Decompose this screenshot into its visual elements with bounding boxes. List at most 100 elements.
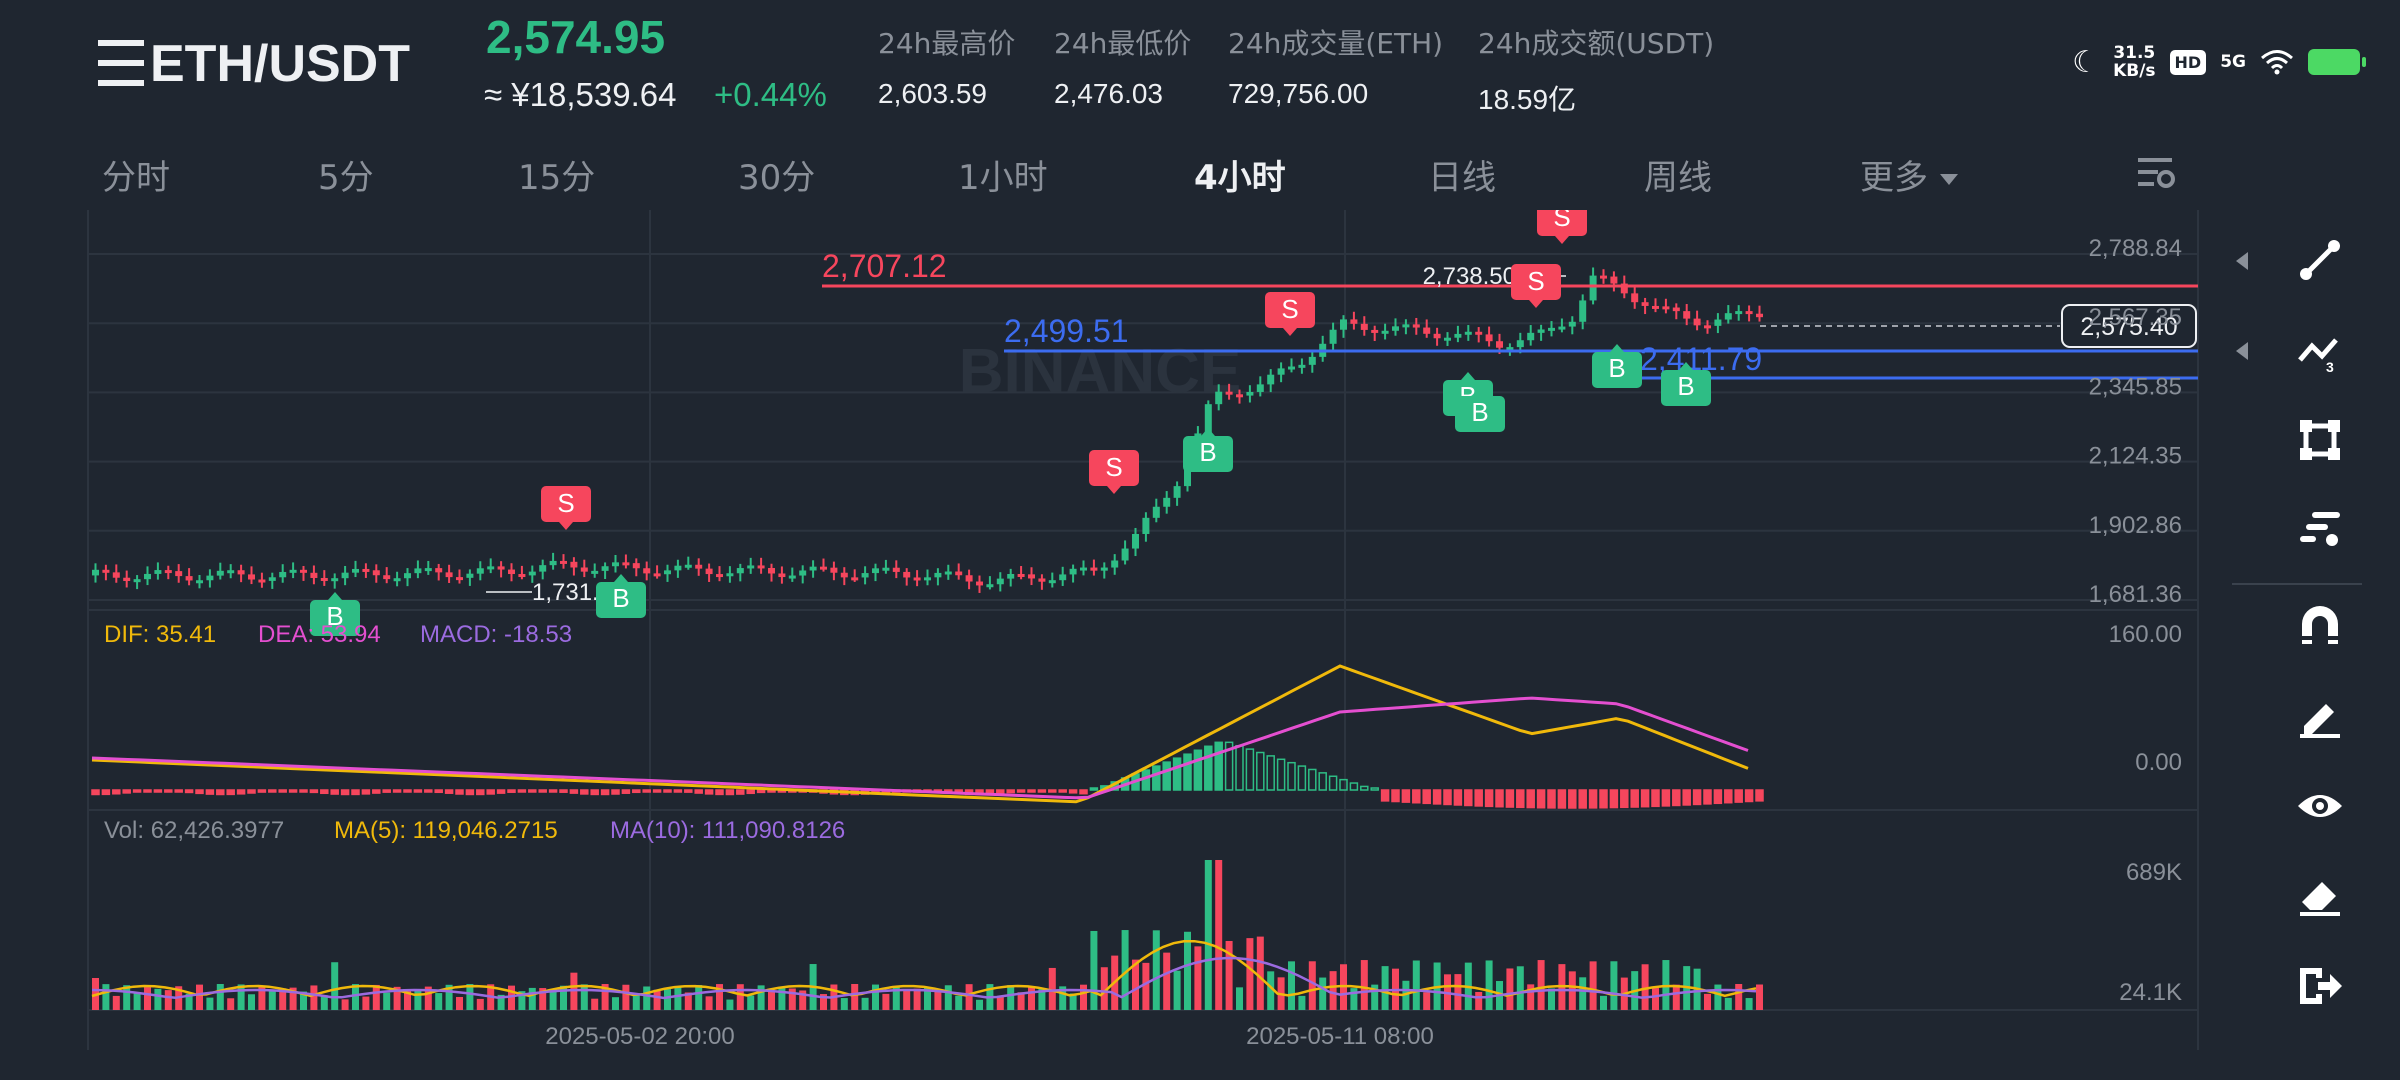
tab-30m[interactable]: 30分 xyxy=(738,158,816,198)
volume-bar xyxy=(872,984,879,1010)
candle-body xyxy=(1496,341,1503,348)
macd-histogram-bar xyxy=(1328,775,1338,791)
macd-histogram-bar xyxy=(268,789,277,793)
candle-body xyxy=(809,566,817,571)
menu-icon[interactable] xyxy=(98,40,144,87)
macd-histogram-bar xyxy=(1048,789,1057,793)
chart-canvas[interactable]: BINANCE 2,707.122,499.512,411.792,575.40… xyxy=(0,200,2200,1080)
buy-signal-marker xyxy=(1661,362,1711,406)
macd-histogram-bar xyxy=(1037,789,1047,793)
candle-body xyxy=(1028,574,1035,579)
volume-bar xyxy=(1173,970,1181,1010)
candle-body xyxy=(1610,276,1618,284)
macd-histogram-bar xyxy=(1266,755,1275,791)
tab-15m[interactable]: 15分 xyxy=(518,158,596,198)
candle-body xyxy=(1288,366,1295,370)
volume-bar xyxy=(736,984,744,1010)
volume-bar xyxy=(528,987,536,1010)
tab-5m[interactable]: 5分 xyxy=(318,158,374,198)
magnet-button[interactable] xyxy=(2232,596,2372,656)
macd-histogram-bar xyxy=(1620,789,1629,809)
macd-histogram-bar xyxy=(112,789,121,795)
buy-signal-label: B xyxy=(326,601,343,631)
tab-1d[interactable]: 日线 xyxy=(1428,158,1496,198)
kline-chart[interactable]: BINANCE 2,707.12 2,499.51 2,411.79 2,575.40… xyxy=(0,200,2200,1080)
stat-24h-turnover: 24h成交额(USDT) 18.59亿 xyxy=(1478,22,1714,118)
macd-histogram-bar xyxy=(330,789,339,795)
expand-arrow-icon[interactable] xyxy=(2236,252,2248,270)
tab-1h[interactable]: 1小时 xyxy=(958,158,1048,198)
candle-body xyxy=(1454,333,1462,338)
candle-body xyxy=(1298,364,1306,368)
stat-24h-volume: 24h成交量(ETH) 729,756.00 xyxy=(1228,22,1443,110)
macd-histogram-bar xyxy=(1172,757,1182,791)
volume-bar xyxy=(1714,984,1722,1010)
candle-body xyxy=(747,565,755,569)
volume-bar xyxy=(268,990,276,1010)
volume-bar xyxy=(840,998,848,1010)
tab-4h[interactable]: 4小时 xyxy=(1194,158,1286,198)
macd-histogram-bar xyxy=(1308,768,1317,791)
candle-body xyxy=(892,567,900,572)
macd-histogram-bar xyxy=(455,789,464,795)
macd-histogram-bar xyxy=(996,789,1005,795)
candle-body xyxy=(487,566,495,570)
tab-1w[interactable]: 周线 xyxy=(1644,158,1712,198)
multi-line-tool-button[interactable]: 3 xyxy=(2232,320,2372,380)
macd-histogram-bar xyxy=(382,789,391,793)
volume-bar xyxy=(882,993,890,1010)
candle-body xyxy=(435,568,443,573)
volume-bar xyxy=(1132,959,1139,1010)
volume-bar xyxy=(934,991,942,1010)
candle-body xyxy=(341,572,349,579)
macd-histogram-bar xyxy=(538,789,547,793)
expand-arrow-icon[interactable] xyxy=(2236,342,2248,360)
volume-bar xyxy=(1059,986,1067,1010)
macd-histogram-bar xyxy=(590,789,599,796)
candle-body xyxy=(539,565,547,572)
stat-value: 18.59亿 xyxy=(1478,84,1577,115)
candle-body xyxy=(1111,560,1119,568)
candle-body xyxy=(1308,356,1316,365)
candle-body xyxy=(1568,321,1576,327)
draw-button[interactable] xyxy=(2232,686,2372,746)
candle-body xyxy=(154,570,162,574)
eraser-icon xyxy=(2300,882,2340,916)
fib-tool-button[interactable] xyxy=(2232,500,2372,560)
net-speed: 31.5 KB/s xyxy=(2113,43,2156,81)
macd-histogram-bar xyxy=(1609,789,1619,809)
volume-bar xyxy=(1485,960,1493,1010)
candle-body xyxy=(1017,573,1025,577)
volume-bar xyxy=(1672,984,1680,1010)
volume-bar xyxy=(903,990,911,1010)
stat-24h-high: 24h最高价 2,603.59 xyxy=(878,22,1015,110)
line-tool-button[interactable] xyxy=(2232,230,2372,290)
visibility-button[interactable] xyxy=(2232,776,2372,836)
stat-label: 24h成交额(USDT) xyxy=(1478,27,1715,60)
tab-timeshare[interactable]: 分时 xyxy=(102,158,170,198)
candle-body xyxy=(1350,319,1358,324)
chart-settings-icon[interactable] xyxy=(2136,154,2176,192)
macd-histogram-bar xyxy=(132,789,142,793)
volume-bar xyxy=(1225,940,1233,1010)
volume-bar xyxy=(1724,997,1732,1010)
candle-body xyxy=(1038,578,1046,582)
candle-body xyxy=(1652,305,1659,309)
volume-bar xyxy=(300,991,307,1010)
eraser-button[interactable] xyxy=(2232,866,2372,926)
status-bar: ☾ 31.5 KB/s HD 5G xyxy=(2072,40,2366,84)
volume-bar xyxy=(1704,993,1711,1010)
candle-body xyxy=(1256,384,1264,392)
buy-signal-marker xyxy=(1183,428,1233,472)
moon-icon: ☾ xyxy=(2072,44,2100,80)
shape-tool-button[interactable] xyxy=(2232,410,2372,470)
macd-histogram-bar xyxy=(1474,789,1483,807)
exit-button[interactable] xyxy=(2232,956,2372,1016)
macd-histogram-bar xyxy=(715,789,724,796)
candle-body xyxy=(1215,391,1223,405)
volume-bar xyxy=(227,998,235,1010)
candle-body xyxy=(1641,302,1649,306)
pair-title[interactable]: ETH/USDT xyxy=(98,34,410,94)
macd-histogram-bar xyxy=(528,789,537,793)
tab-more[interactable]: 更多 xyxy=(1860,150,1958,199)
